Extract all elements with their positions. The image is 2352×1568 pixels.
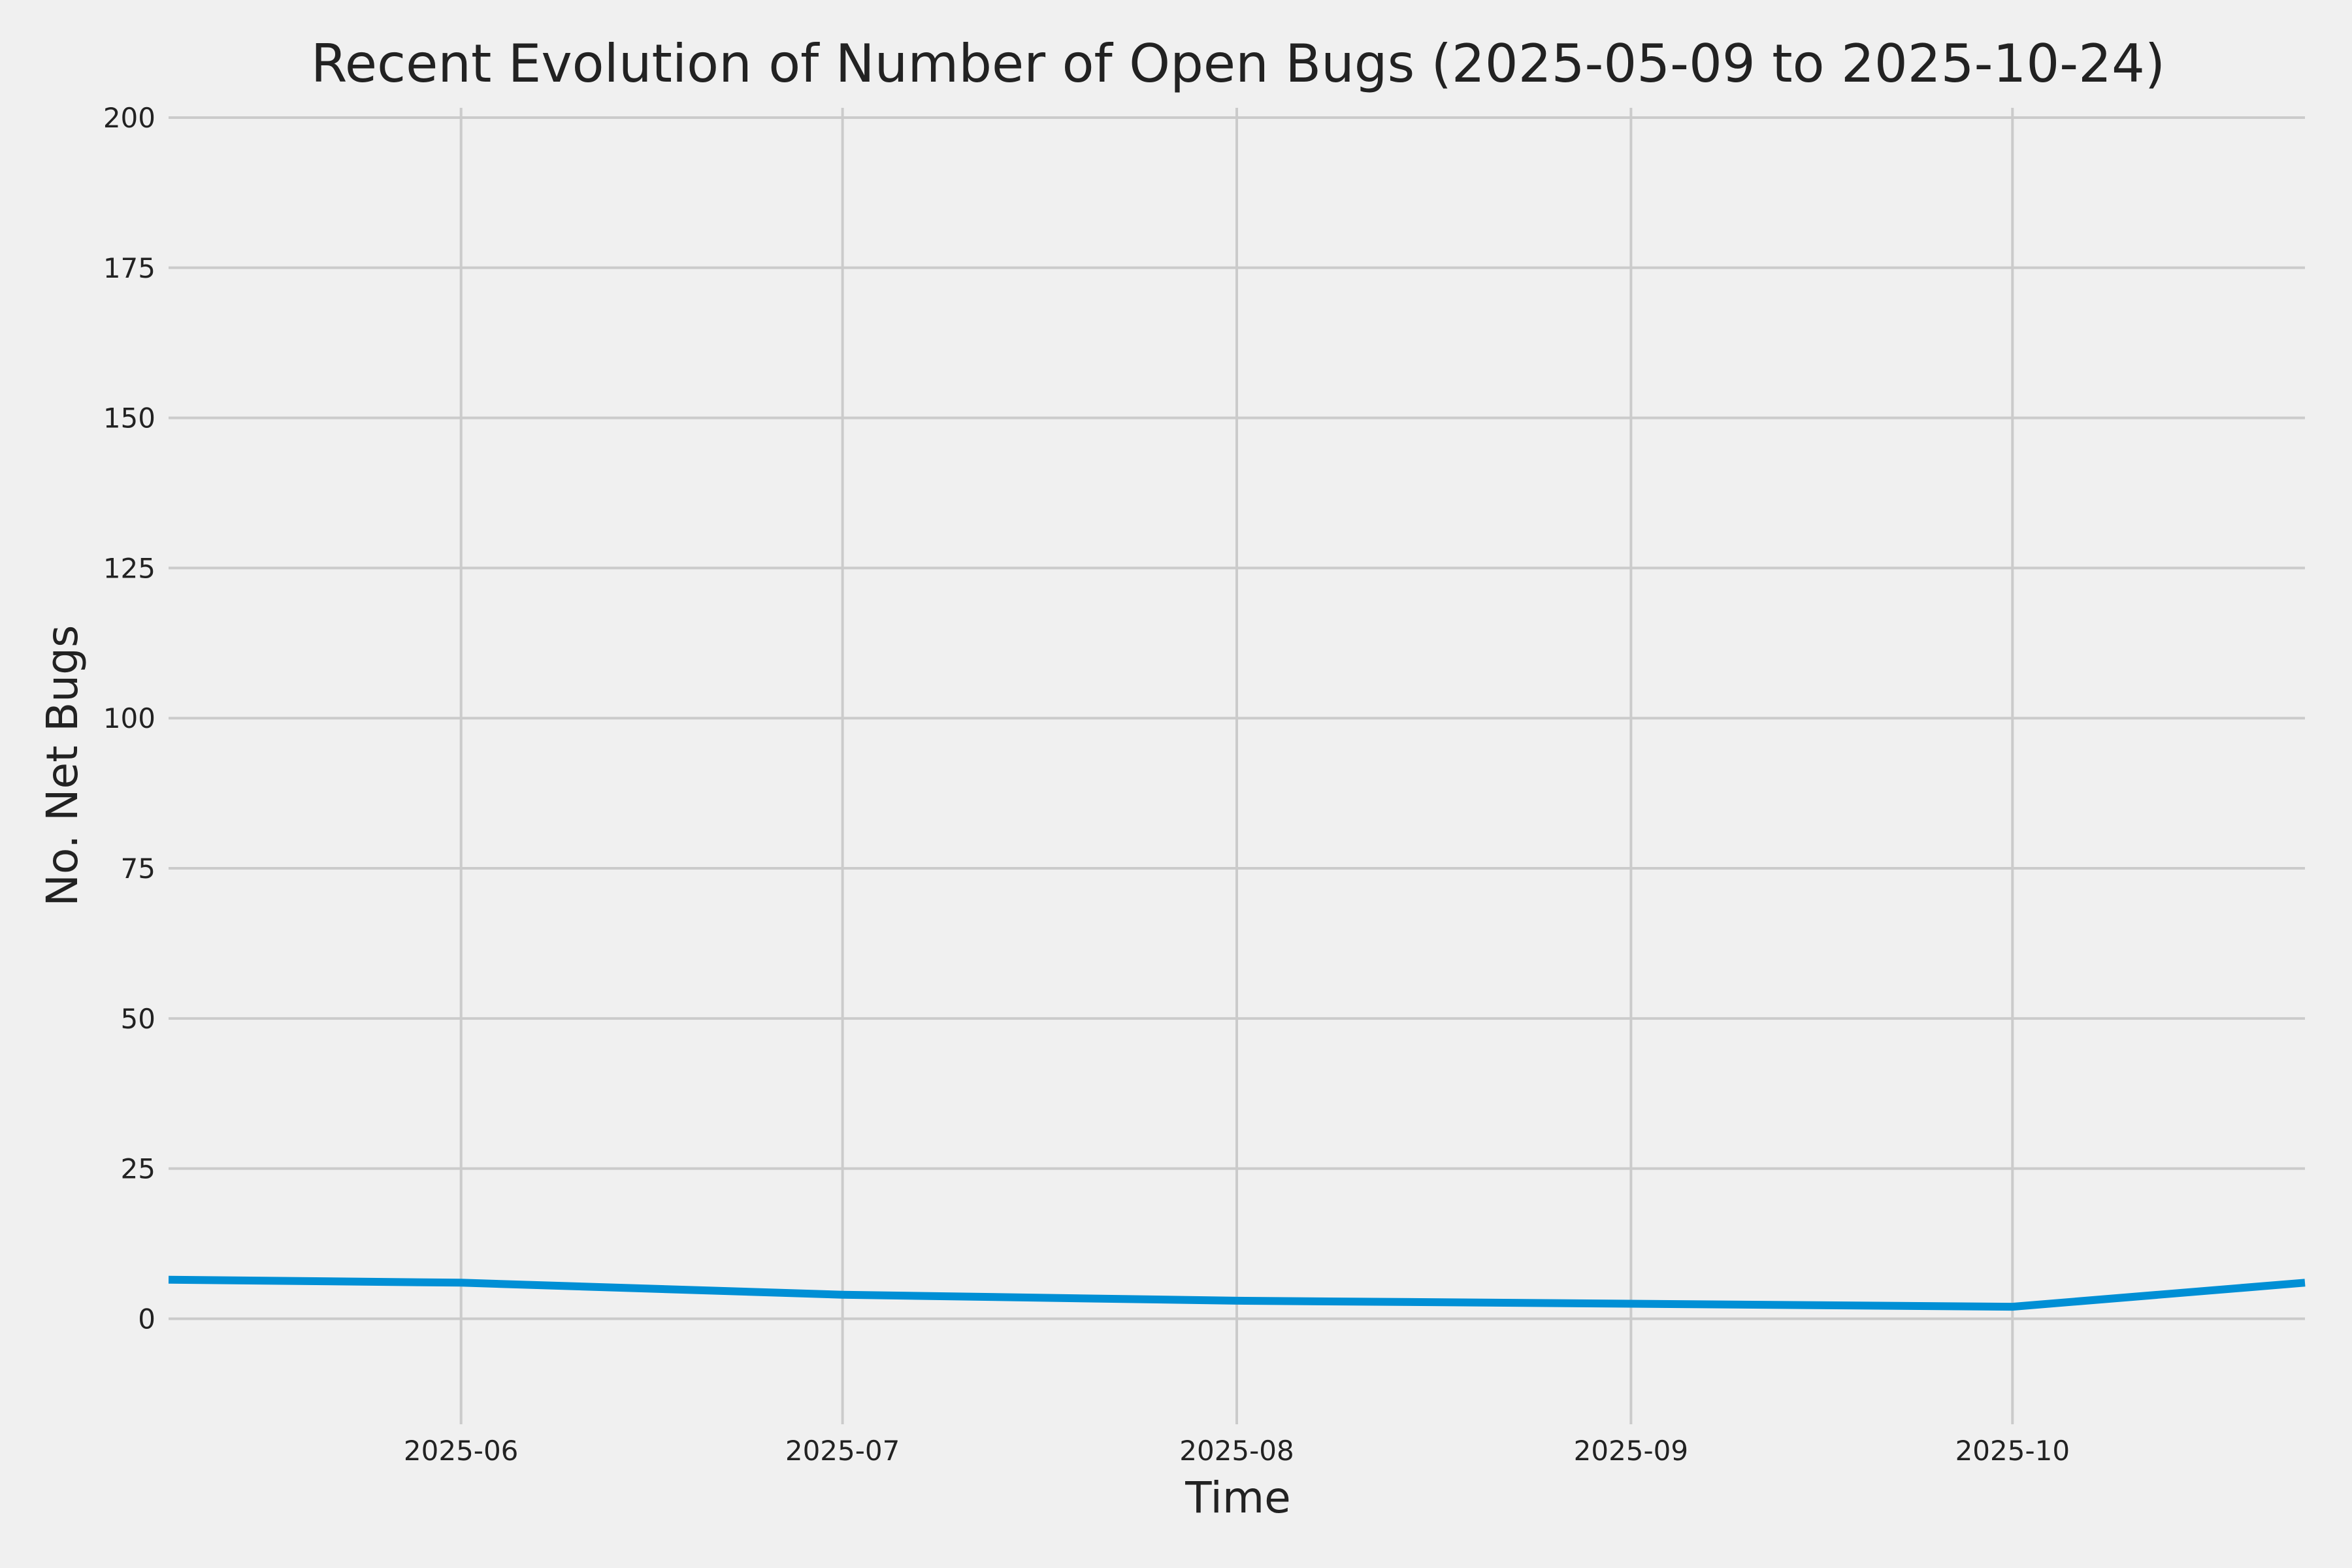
chart-title: Recent Evolution of Number of Open Bugs … [311, 33, 2165, 94]
y-tick-label: 125 [103, 552, 155, 584]
y-tick-label: 200 [103, 102, 155, 134]
grid [169, 108, 2305, 1424]
x-tick-label: 2025-07 [785, 1435, 900, 1467]
x-tick-label: 2025-08 [1179, 1435, 1294, 1467]
x-tick-label: 2025-06 [404, 1435, 519, 1467]
y-tick-label: 50 [121, 1003, 155, 1035]
x-tick-label: 2025-09 [1574, 1435, 1689, 1467]
series-line [168, 1275, 2306, 1311]
series [168, 1275, 2306, 1311]
y-tick-label: 0 [138, 1303, 155, 1335]
y-tick-label: 100 [103, 702, 155, 734]
y-tick-label: 150 [103, 402, 155, 434]
y-tick-label: 75 [121, 853, 155, 885]
x-tick-label: 2025-10 [1955, 1435, 2070, 1467]
y-axis-label: No. Net Bugs [37, 625, 88, 907]
x-axis-label: Time [1184, 1473, 1291, 1523]
y-tick-label: 25 [121, 1153, 155, 1185]
y-tick-label: 175 [103, 252, 155, 284]
tick-labels: 0 25 50 75 100 125 150 175 200 2025-06 2025-07 2025… [103, 102, 2070, 1467]
